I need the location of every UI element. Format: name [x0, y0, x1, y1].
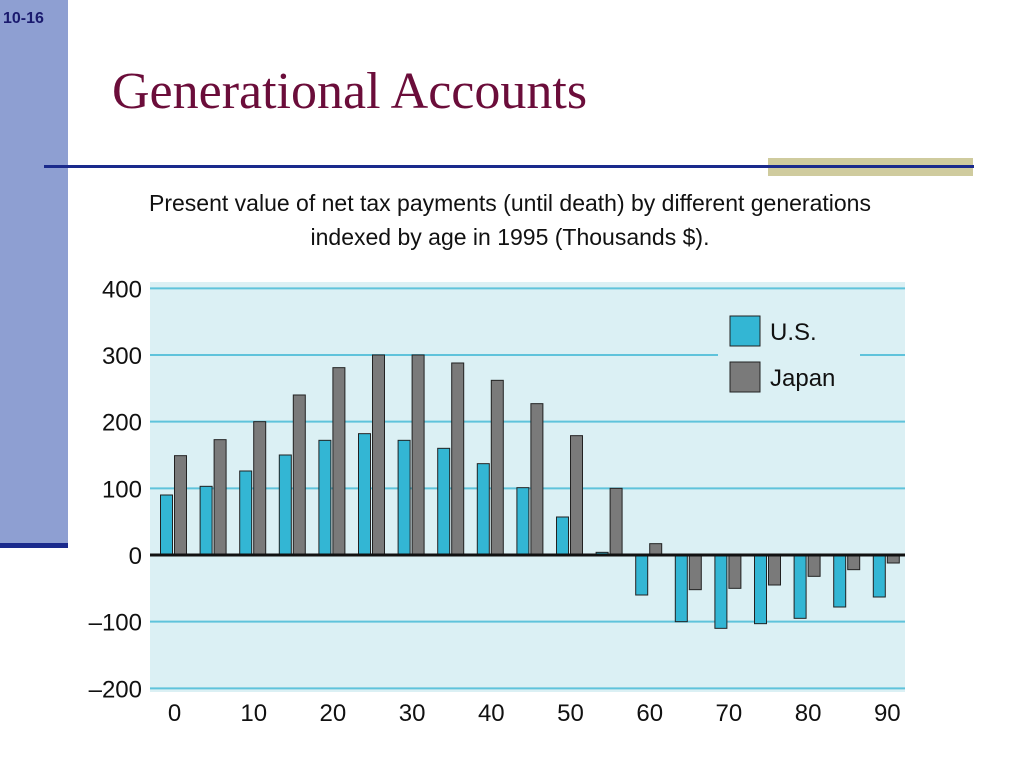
- bar-japan-age-50: [570, 435, 583, 556]
- bar-us-age-80: [793, 554, 807, 619]
- bar-japan-age-75: [768, 554, 781, 586]
- legend-swatch-japan: [729, 361, 761, 393]
- bar-japan-age-85: [847, 554, 861, 571]
- bar-us-age-0: [160, 494, 173, 556]
- bar-japan-age-30: [411, 354, 425, 556]
- bar-japan-age-40: [490, 379, 504, 556]
- bar-japan-age-5: [213, 439, 227, 556]
- subtitle-line-1: Present value of net tax payments (until…: [149, 190, 871, 216]
- bar-us-age-15: [278, 454, 292, 556]
- bar-japan-age-0: [174, 455, 187, 556]
- x-tick-label: 80: [795, 700, 822, 727]
- bar-japan-age-35: [451, 362, 465, 556]
- bar-us-age-50: [556, 516, 569, 556]
- left-band-underline: [0, 543, 68, 548]
- bar-us-age-90: [872, 554, 886, 598]
- bar-japan-age-60: [649, 543, 663, 556]
- bar-us-age-30: [397, 439, 411, 556]
- legend-label-japan: Japan: [770, 365, 835, 392]
- title-rule: [44, 165, 974, 168]
- bar-japan-age-20: [332, 367, 346, 556]
- bar-japan-age-80: [807, 554, 821, 577]
- x-tick-label: 50: [557, 700, 584, 727]
- slide-title: Generational Accounts: [112, 63, 588, 120]
- y-tick-label: –200: [89, 676, 142, 703]
- bar-us-age-25: [358, 433, 371, 556]
- bar-us-age-40: [476, 463, 490, 556]
- x-tick-label: 70: [716, 700, 743, 727]
- x-tick-label: 10: [240, 700, 267, 727]
- x-tick-label: 0: [168, 700, 181, 727]
- bar-japan-age-45: [530, 403, 544, 556]
- bar-japan-age-25: [372, 354, 385, 556]
- chart-subtitle: Present value of net tax payments (until…: [40, 186, 980, 254]
- bar-japan-age-70: [728, 554, 742, 589]
- y-tick-label: 100: [102, 476, 142, 503]
- subtitle-line-2: indexed by age in 1995 (Thousands $).: [310, 224, 710, 250]
- legend-swatch-us: [729, 315, 761, 347]
- bar-us-age-20: [318, 439, 332, 556]
- legend-label-us: U.S.: [770, 319, 817, 346]
- bar-japan-age-55: [609, 487, 623, 556]
- bar-japan-age-10: [253, 421, 267, 556]
- x-tick-label: 30: [399, 700, 426, 727]
- y-tick-label: –100: [89, 610, 142, 637]
- x-tick-label: 40: [478, 700, 505, 727]
- x-tick-label: 60: [636, 700, 663, 727]
- y-tick-label: 300: [102, 343, 142, 370]
- bar-us-age-5: [199, 485, 213, 556]
- bar-us-age-65: [674, 554, 688, 623]
- bar-us-age-10: [239, 470, 253, 556]
- bar-us-age-75: [754, 554, 767, 625]
- bar-us-age-85: [833, 554, 847, 608]
- y-tick-label: 200: [102, 410, 142, 437]
- bar-us-age-45: [516, 487, 530, 556]
- bar-us-age-35: [437, 447, 451, 556]
- y-tick-label: 400: [102, 276, 142, 303]
- x-tick-label: 90: [874, 700, 901, 727]
- left-decorative-band: [0, 0, 68, 548]
- bar-us-age-70: [714, 554, 728, 629]
- bar-japan-age-15: [292, 394, 306, 556]
- x-tick-label: 20: [320, 700, 347, 727]
- bar-japan-age-65: [688, 554, 702, 591]
- y-tick-label: 0: [129, 543, 142, 570]
- bar-us-age-60: [635, 554, 649, 596]
- slide-number: 10-16: [3, 10, 44, 27]
